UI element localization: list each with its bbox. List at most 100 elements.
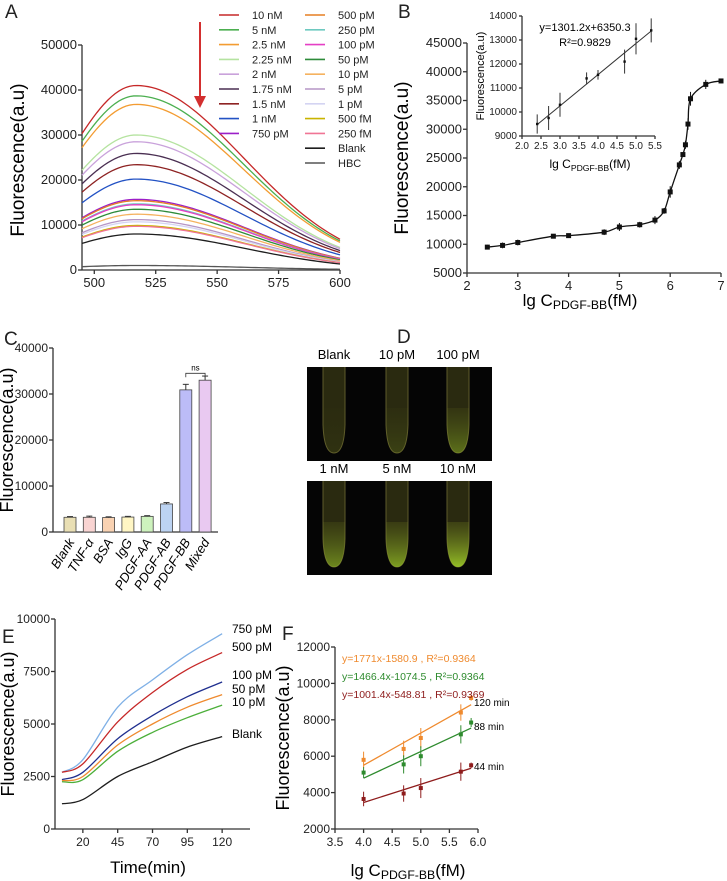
inset-y-tick-label: 13000 [489,35,517,46]
y-tick-label: 6000 [303,749,330,763]
legend-label: 10 pM [338,69,369,81]
legend-label: 2.5 nM [252,40,286,52]
y-axis-label: Fluorescence(a.u) [475,32,487,121]
fit-line [363,704,472,766]
data-point [458,710,463,715]
panel-f: F 2000 4000 6000 8000 10000 12000 3.5 4.0 4.5 5.0 5… [273,624,510,881]
series-line-250fM [81,225,341,264]
x-tick-label: 5.0 [412,835,429,849]
x-tick-label: 6.0 [470,835,487,849]
data-point [418,754,423,759]
series-line-1.75nM [81,152,341,252]
series-line-50pM [81,208,341,261]
y-tick-label: 0 [70,262,77,277]
y-tick-label: 30000 [426,121,462,136]
tube-label: Blank [318,347,351,362]
panel-letter: C [4,329,18,350]
bar-BSA [102,517,115,533]
series-line-1nM [81,178,341,256]
y-tick-label: 50000 [41,37,77,52]
y-tick-label: 45000 [426,35,462,50]
inset-data-point [585,77,588,80]
data-point [401,791,406,796]
x-label-subscript: PDGF-BB [553,298,607,312]
legend-label: 10 nM [252,10,283,22]
series-label: Blank [232,727,263,741]
x-tick-label: 525 [145,275,167,290]
inset-data-point [547,116,550,120]
y-tick-label: 40000 [426,64,462,79]
legend-label: Blank [338,143,366,155]
y-axis-label: Fluorescence(a.u) [392,81,413,234]
series-label: 88 min [474,722,504,733]
legend-label: 500 pM [338,10,375,22]
inset-y-tick-label: 10000 [489,107,517,118]
y-tick-label: 20000 [15,433,49,447]
tube-fluorescence [447,408,469,453]
y-tick-label: 10000 [297,676,331,690]
fit-equation: y=1466.4x-1074.5 , R²=0.9364 [342,671,485,683]
x-tick-label: 2 [463,278,470,293]
x-label-main: lg C [351,861,381,880]
legend-label: 2 nM [252,69,276,81]
data-point [401,746,406,751]
x-tick-label: 3 [514,278,521,293]
x-label-subscript: PDGF-BB [381,868,435,881]
series-line-Blank [61,735,223,805]
bar-PDGF-BB [179,389,193,533]
panel-letter: E [2,627,15,648]
x-label-subscript: PDGF-BB [571,163,610,173]
tube-fluorescence [386,522,408,567]
legend-label: HBC [338,158,361,170]
tube-fluorescence [323,522,345,567]
data-point [566,233,572,239]
data-point [469,695,474,700]
series-line-10pM [81,213,341,262]
y-tick-label: 5000 [433,265,462,280]
x-label-unit: (fM) [435,861,465,880]
x-category-label: BSA [90,536,117,566]
data-point [661,208,667,214]
x-label-main: lg C [549,157,571,171]
data-point [418,736,423,740]
data-point [515,240,521,246]
data-point [688,96,694,102]
x-label-main: lg C [523,291,553,310]
data-point [361,770,366,775]
legend-label: 100 pM [338,40,375,52]
tube-fluorescence [323,408,345,453]
x-axis-label: lg CPDGF-BB(fM) [351,861,466,881]
data-point [676,162,682,168]
inset-x-tick-label: 4.0 [591,141,605,152]
x-tick-label: 500 [83,275,105,290]
data-point [667,189,673,195]
tube-label: 10 nM [440,461,476,476]
series-line-5nM [81,95,341,242]
legend-label: 1 pM [338,99,362,111]
series-line-HBC [81,264,341,270]
panel-letter: D [397,327,411,348]
bar-IgG [121,516,135,533]
series-line-50pM [61,693,223,782]
series-line-Blank [81,233,341,265]
series-line-2.5nM [81,103,341,243]
series-label: 10 pM [232,695,265,709]
inset-y-tick-label: 14000 [489,11,517,22]
data-point [685,121,691,127]
inset-r-squared: R²=0.9829 [559,37,611,49]
inset-x-tick-label: 3.0 [553,141,567,152]
y-tick-label: 10000 [426,236,462,251]
inset-x-tick-label: 5.5 [648,141,662,152]
bar-Blank [63,516,77,533]
data-point [616,224,622,230]
legend-label: 2.25 nM [252,54,292,66]
legend-label: 750 pM [252,128,289,140]
data-point [484,244,490,250]
arrow-head-icon [194,96,206,108]
significance-bracket [185,372,206,378]
y-tick-label: 8000 [303,713,330,727]
bar-PDGF-AA [140,515,154,533]
series-line-10pM [61,704,223,784]
y-tick-label: 35000 [426,93,462,108]
